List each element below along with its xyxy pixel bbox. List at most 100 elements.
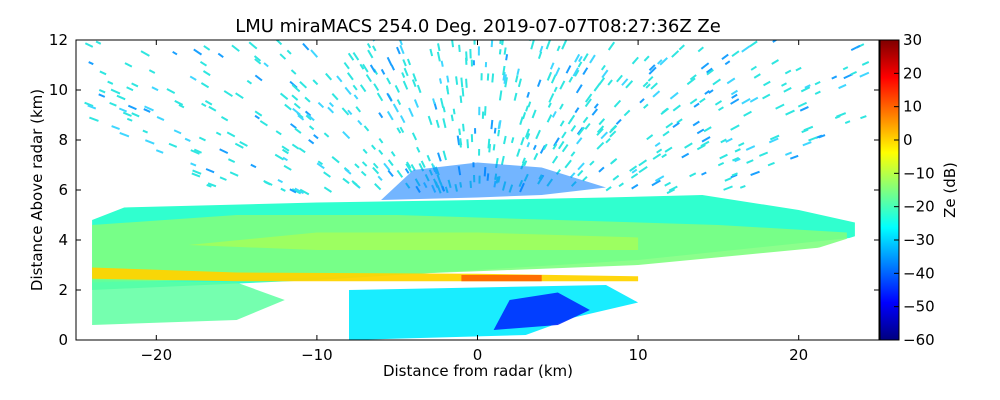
noise-speckle [689, 74, 697, 81]
noise-speckle [661, 153, 667, 159]
noise-speckle [466, 139, 470, 149]
noise-speckle [191, 172, 201, 178]
noise-speckle [818, 134, 826, 139]
noise-speckle [372, 162, 379, 169]
noise-speckle [577, 169, 584, 177]
noise-speckle [598, 118, 606, 126]
noise-speckle [235, 92, 244, 100]
noise-speckle [193, 148, 202, 154]
noise-speckle [387, 169, 394, 178]
noise-speckle [290, 69, 297, 75]
noise-speckle [223, 90, 233, 98]
noise-speckle [390, 151, 396, 157]
noise-speckle [561, 143, 569, 153]
noise-speckle [576, 137, 583, 145]
noise-speckle [717, 161, 725, 167]
noise-speckle [844, 120, 851, 124]
noise-speckle [142, 129, 148, 134]
noise-speckle [662, 130, 670, 137]
noise-speckle [539, 45, 544, 53]
noise-speckle [537, 51, 543, 59]
noise-speckle [547, 102, 552, 108]
noise-speckle [631, 183, 639, 190]
noise-speckle [107, 80, 114, 85]
noise-speckle [656, 59, 663, 65]
noise-speckle [609, 130, 617, 138]
noise-speckle [207, 182, 217, 188]
x-axis-ticks: −20 −10 0 10 20 [140, 40, 808, 364]
noise-speckle [775, 103, 785, 110]
noise-speckle [763, 80, 771, 87]
noise-speckle [648, 64, 656, 71]
noise-speckle [445, 85, 449, 91]
noise-speckle [317, 160, 324, 166]
noise-speckle [502, 71, 506, 81]
noise-speckle [724, 60, 731, 66]
noise-speckle [668, 185, 678, 192]
noise-speckle [631, 168, 638, 174]
noise-speckle [462, 123, 465, 132]
y-tick-label: 12 [49, 31, 68, 49]
noise-speckle [302, 42, 310, 51]
noise-speckle [671, 50, 680, 58]
noise-speckle [629, 165, 638, 172]
noise-speckle [206, 183, 212, 188]
noise-speckle [201, 102, 207, 107]
plot-area [84, 40, 879, 340]
noise-speckle [767, 161, 775, 167]
noise-speckle [126, 117, 133, 122]
noise-speckle [535, 129, 541, 140]
noise-speckle [497, 129, 501, 137]
x-tick-label: 10 [629, 346, 648, 364]
noise-speckle [402, 59, 407, 67]
reflectivity-layers [92, 162, 879, 340]
blank-region [525, 232, 879, 340]
noise-speckle [699, 97, 706, 104]
noise-speckle [526, 133, 531, 140]
noise-speckle [582, 53, 589, 62]
noise-speckle [346, 72, 354, 81]
noise-speckle [724, 177, 732, 182]
noise-speckle [297, 114, 305, 121]
noise-speckle [553, 86, 558, 93]
noise-speckle [525, 105, 529, 112]
noise-speckle [284, 103, 292, 111]
noise-speckle [565, 65, 572, 74]
bright-band-peak [461, 275, 542, 282]
noise-speckle [465, 78, 468, 88]
noise-speckle [570, 125, 577, 132]
noise-speckle [352, 52, 360, 61]
noise-speckle [591, 108, 599, 116]
noise-speckle [625, 80, 634, 89]
noise-speckle [639, 98, 645, 104]
noise-speckle [838, 83, 847, 90]
noise-speckle [681, 152, 690, 159]
noise-speckle [645, 83, 651, 89]
noise-speckle [613, 99, 622, 108]
noise-speckle [87, 104, 97, 110]
noise-speckle [522, 111, 527, 120]
noise-speckle [352, 181, 360, 188]
noise-speckle [140, 50, 150, 57]
noise-speckle [378, 149, 384, 155]
noise-speckle [533, 152, 539, 161]
noise-speckle [355, 106, 362, 113]
colorbar-tick-label: 30 [903, 31, 922, 49]
noise-speckle [664, 146, 673, 153]
noise-speckle [290, 123, 297, 129]
noise-speckle [532, 144, 537, 151]
noise-speckle [697, 46, 704, 53]
noise-speckle [396, 169, 404, 178]
noise-speckle [359, 84, 367, 93]
noise-speckle [254, 110, 263, 117]
y-tick-label: 4 [58, 231, 68, 249]
colorbar-tick-label: 20 [903, 64, 922, 82]
noise-speckle [738, 142, 745, 147]
noise-speckle [676, 118, 683, 124]
noise-speckle [190, 149, 200, 155]
noise-speckle [298, 147, 306, 154]
noise-speckle [762, 93, 771, 100]
noise-speckle [352, 84, 358, 91]
noise-speckle [731, 93, 738, 99]
noise-speckle [325, 72, 333, 81]
